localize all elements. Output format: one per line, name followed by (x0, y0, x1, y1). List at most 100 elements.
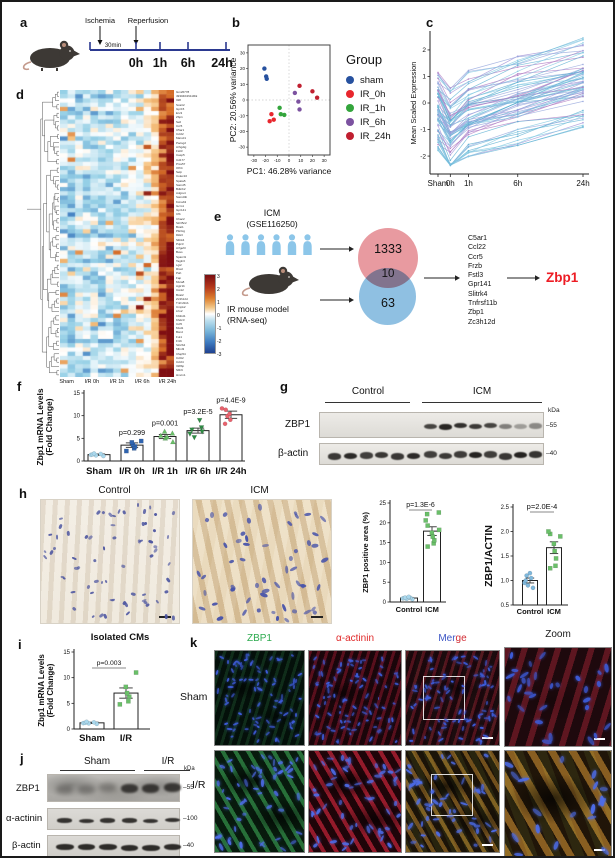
venn-gene: C5ar1 (468, 235, 488, 242)
venn-ir-circle (359, 268, 416, 325)
if-header-zoom: Zoom (545, 629, 571, 640)
svg-text:ICM: ICM (547, 607, 561, 616)
if-ir-zbp1 (214, 750, 305, 853)
wb-g-marker-40: –40 (546, 450, 557, 457)
svg-text:2.5: 2.5 (501, 505, 510, 511)
if-header-actinin: α-actinin (335, 633, 375, 644)
svg-text:1: 1 (422, 74, 426, 81)
venn-gene: Tnfrsf11b (468, 300, 498, 308)
svg-text:-20: -20 (262, 158, 269, 163)
wb-j-actin-label: β-actin (12, 840, 41, 851)
svg-text:p=1.3E-6: p=1.3E-6 (406, 502, 435, 509)
svg-text:10: 10 (73, 414, 80, 420)
heatmap-colorbar-ticks: 3 2 1 0 -1 -2 -3 (217, 274, 222, 358)
ihc-image-control (40, 499, 180, 624)
if-header-zbp1: ZBP1 (246, 633, 272, 644)
icm-title: ICM (263, 208, 281, 218)
wb-j-actinin-strip (47, 808, 180, 830)
venn-gene: Ccl22 (468, 244, 486, 252)
heatmap-gene-labels: Gm26778 4930404N11Rik Il18 Scart2 Gpr15 Erv3 Z… (176, 90, 198, 377)
svg-text:p=4.4E-9: p=4.4E-9 (216, 395, 245, 404)
wb-j-kda: kDa (184, 766, 195, 772)
if-sham-merge (405, 650, 500, 746)
ihc-control-title: Control (98, 485, 131, 496)
wb-j-marker-40: –40 (183, 842, 194, 849)
wb-g-kda: kDa (548, 407, 560, 414)
if-row-label-sham: Sham (180, 691, 208, 703)
wb-j-actin-strip (47, 835, 181, 856)
if-header-merge: Merge (438, 633, 467, 644)
wb-g-zbp1-label: ZBP1 (285, 419, 311, 430)
venn-gene: Frzb (468, 262, 482, 270)
venn-count-overlap: 10 (381, 268, 395, 280)
svg-text:5: 5 (77, 436, 81, 442)
svg-text:10: 10 (298, 158, 304, 163)
svg-text:(Fold Change): (Fold Change) (44, 398, 54, 455)
svg-text:24h: 24h (211, 56, 233, 70)
if-sham-zoom (504, 647, 612, 747)
svg-text:6h: 6h (181, 56, 196, 70)
scale-bar (594, 849, 605, 851)
svg-text:-30: -30 (238, 145, 245, 150)
isolated-cms-title: Isolated CMs (90, 632, 150, 643)
if-ir-merge (405, 750, 500, 853)
ihc-icm-title: ICM (250, 485, 269, 496)
panel-e-label: e (214, 209, 222, 224)
heatmap-column-labels: Sham I/R 0h I/R 1h I/R 6h I/R 24h (59, 379, 177, 385)
venn-gene-list: C5ar1 Ccl22 Ccr5 Frzb Fstl3 Gpr141 Slitrk4 Tnfr… (468, 234, 497, 327)
svg-text:Zbp1 mRNA Levels: Zbp1 mRNA Levels (37, 654, 46, 727)
svg-text:0h: 0h (446, 179, 455, 188)
svg-text:25: 25 (379, 501, 386, 507)
icm-subtitle: (GSE116250) (246, 219, 298, 229)
panel-h-label: h (19, 486, 27, 501)
wb-g-underline1 (325, 402, 410, 403)
svg-text:ZBP1 positive area (%): ZBP1 positive area (%) (361, 512, 370, 593)
svg-text:0: 0 (288, 158, 291, 163)
svg-text:p=3.2E-5: p=3.2E-5 (183, 407, 212, 416)
legend-item: IR_24h (346, 129, 424, 143)
svg-text:0: 0 (77, 459, 81, 465)
svg-text:Ischemia: Ischemia (85, 16, 116, 25)
candidate-gene-zbp1: Zbp1 (546, 270, 579, 285)
panel-b-label: b (232, 15, 240, 30)
pca-legend-title: Group (346, 52, 383, 67)
dendrogram (27, 91, 59, 376)
if-ir-actinin (308, 750, 402, 853)
scale-bar (482, 844, 493, 846)
wb-g-group2: ICM (472, 386, 492, 397)
panel-a-label: a (20, 15, 28, 30)
svg-text:I/R 1h: I/R 1h (152, 466, 178, 477)
zbp1-mrna-bar-chart: 0 5 10 15 Sham I/R 0h p=0.299 I/R 1h p=0.001 I/R … (35, 388, 247, 477)
svg-text:Sham: Sham (79, 733, 105, 744)
svg-text:Control: Control (517, 607, 544, 616)
svg-text:Mean Scaled Expression: Mean Scaled Expression (409, 62, 418, 145)
svg-text:2.0: 2.0 (501, 530, 510, 536)
heatmap (60, 90, 174, 377)
svg-text:ZBP1/ACTIN: ZBP1/ACTIN (483, 525, 495, 587)
wb-j-actinin-label: α-actinin (6, 813, 43, 824)
venn-gene: Ccr5 (468, 253, 483, 261)
wb-g-marker-55: –55 (546, 422, 557, 429)
svg-text:Zbp1 mRNA Levels: Zbp1 mRNA Levels (35, 388, 45, 465)
svg-text:2: 2 (422, 47, 426, 54)
panel-j-label: j (20, 751, 24, 766)
human-cohort-icons (225, 234, 312, 255)
wb-j-marker-100: –100 (183, 815, 198, 822)
svg-text:p=2.0E-4: p=2.0E-4 (527, 502, 558, 511)
mouse-icon (22, 40, 80, 71)
svg-text:15: 15 (73, 391, 80, 397)
svg-text:24h: 24h (576, 179, 589, 188)
legend-item: sham (346, 73, 424, 87)
venn-gene: Slitrk4 (468, 290, 488, 298)
svg-text:20: 20 (240, 66, 246, 71)
svg-text:10: 10 (379, 560, 386, 566)
wb-j-underline1 (60, 770, 135, 771)
venn-gene: Gpr141 (468, 281, 492, 289)
venn-gene: Zc3h12d (468, 318, 496, 326)
wb-j-zbp1-strip (47, 774, 181, 802)
svg-text:Control: Control (396, 605, 423, 614)
wb-j-group2: I/R (161, 756, 175, 767)
scale-bar (594, 738, 605, 740)
svg-text:20: 20 (379, 521, 386, 527)
